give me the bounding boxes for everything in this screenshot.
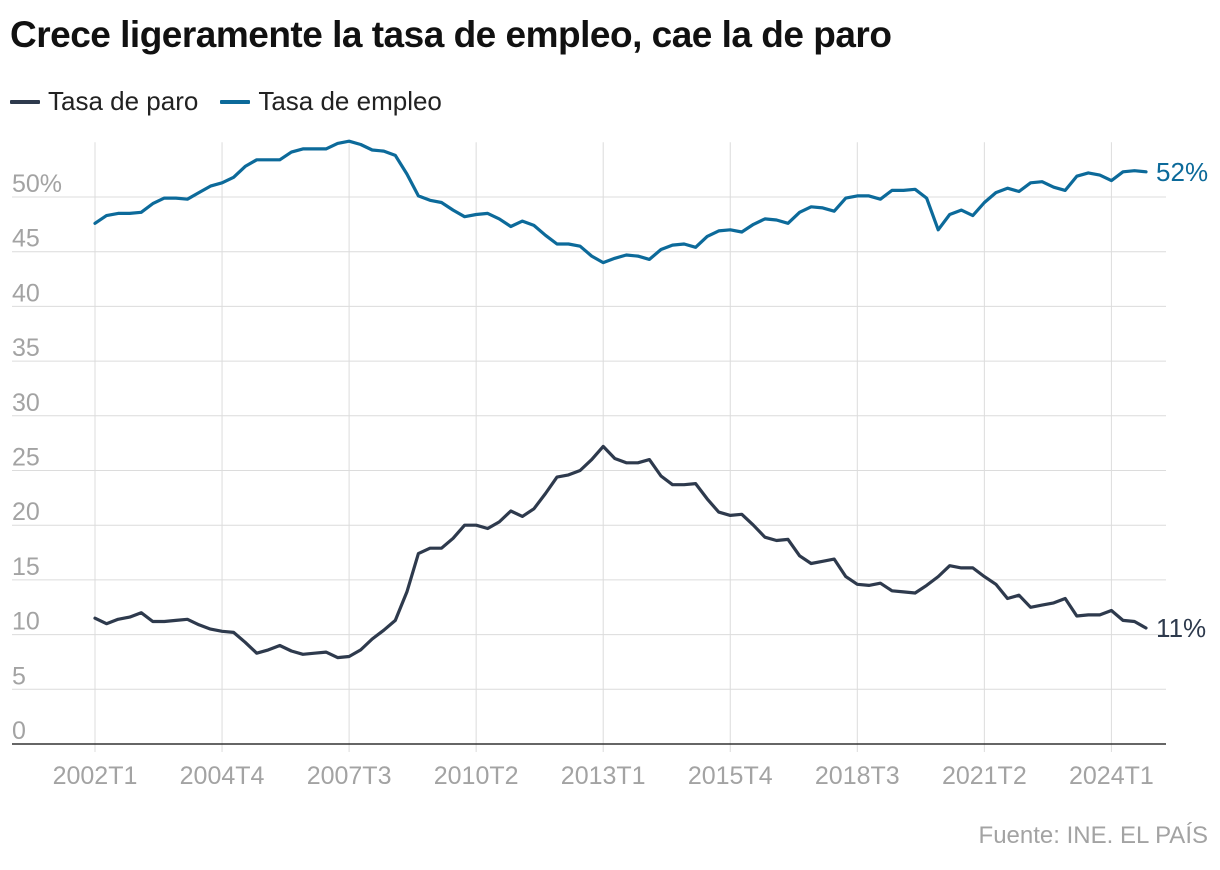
x-axis: 2002T1 2004T4 2007T3 2010T2 2013T1 2015T4 2018… [12, 743, 1166, 790]
chart-title: Crece ligeramente la tasa de empleo, cae… [10, 14, 892, 55]
legend-item-paro: Tasa de paro [10, 86, 198, 117]
y-tick-label: 35 [12, 334, 40, 362]
y-axis: 0 5 10 15 20 25 30 35 40 45 50% [12, 170, 62, 745]
x-tick-label: 2007T3 [307, 762, 392, 790]
x-tick-label: 2002T1 [53, 762, 138, 790]
legend-item-empleo: Tasa de empleo [220, 86, 442, 117]
x-tick-label: 2015T4 [688, 762, 773, 790]
y-tick-label: 5 [12, 662, 26, 690]
x-tick-label: 2010T2 [434, 762, 519, 790]
y-tick-label: 0 [12, 717, 26, 745]
x-tick-label: 2013T1 [561, 762, 646, 790]
grid-lines [12, 142, 1166, 752]
end-label-paro: 11% [1156, 613, 1206, 643]
y-tick-label: 10 [12, 608, 40, 636]
legend-swatch-empleo [220, 99, 251, 104]
x-tick-label: 2018T3 [815, 762, 900, 790]
y-tick-label: 15 [12, 553, 40, 581]
source-note: Fuente: INE. EL PAÍS [978, 822, 1208, 849]
legend-label-paro: Tasa de paro [48, 86, 199, 116]
legend-swatch-paro [10, 99, 40, 104]
series-line-paro [93, 444, 1148, 660]
y-tick-label: 50% [12, 170, 62, 198]
y-tick-label: 30 [12, 389, 40, 417]
end-label-empleo: 52% [1156, 157, 1208, 187]
x-tick-label: 2004T4 [180, 762, 265, 790]
legend-label-empleo: Tasa de empleo [258, 86, 442, 116]
y-tick-label: 20 [12, 498, 40, 526]
x-tick-label: 2024T1 [1069, 762, 1154, 790]
series-line-empleo [93, 139, 1148, 265]
x-tick-label: 2021T2 [942, 762, 1027, 790]
y-tick-label: 25 [12, 444, 40, 472]
legend: Tasa de paro Tasa de empleo [10, 86, 464, 117]
y-tick-label: 45 [12, 225, 40, 253]
y-tick-label: 40 [12, 279, 40, 307]
